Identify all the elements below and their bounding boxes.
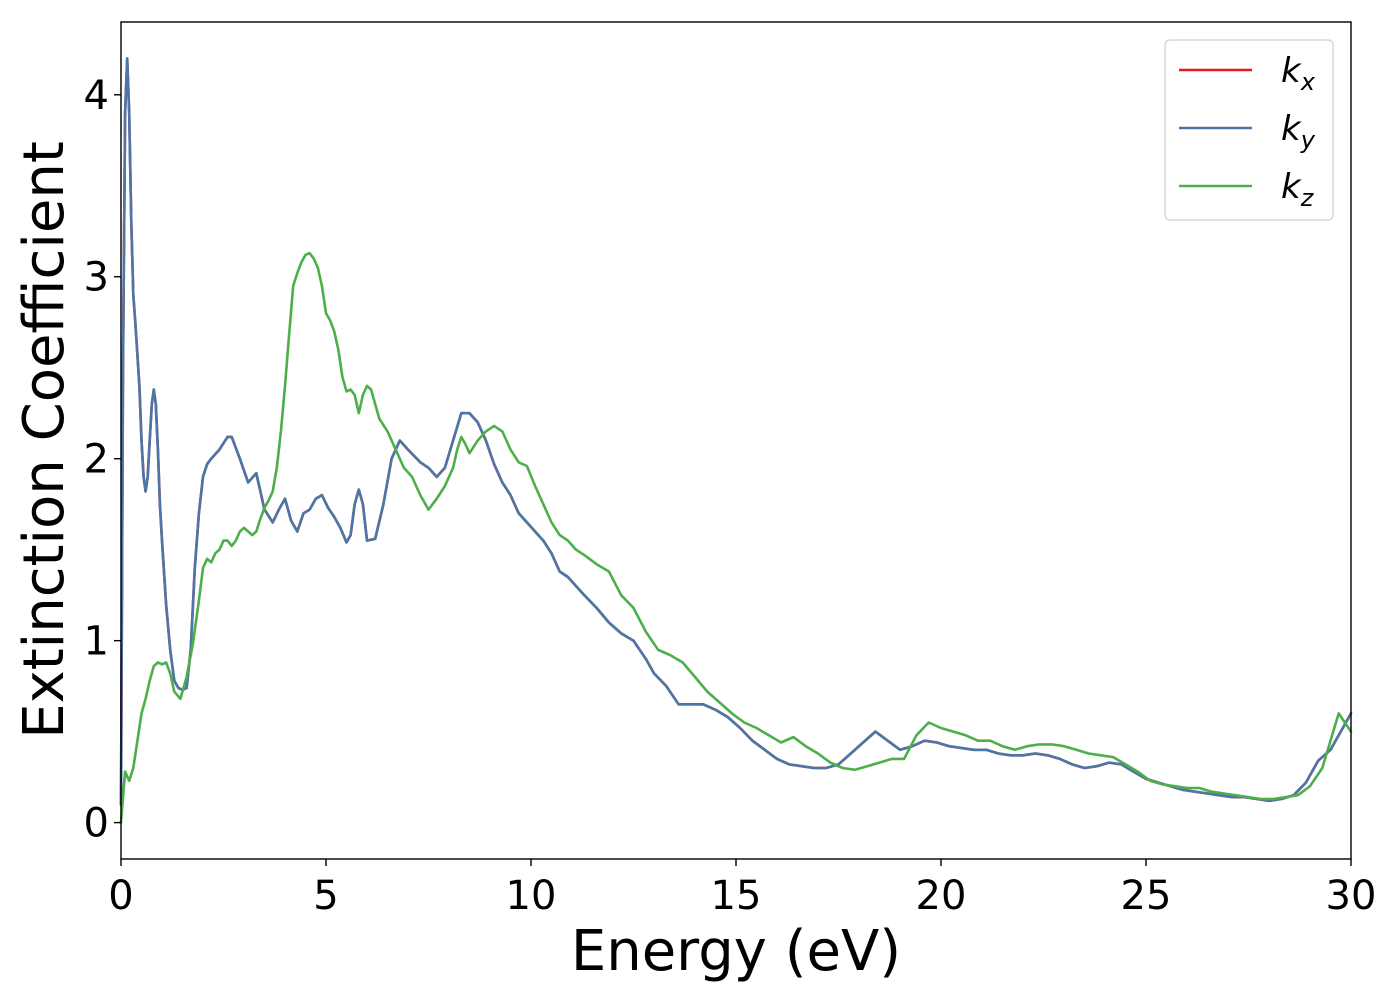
x-tick-label: 20 (916, 873, 967, 919)
y-tick-label: 0 (84, 801, 109, 847)
x-tick-label: 25 (1121, 873, 1172, 919)
y-tick-label: 2 (84, 437, 109, 483)
series-line-z (119, 251, 1353, 824)
y-axis-ticks: 0 1 2 3 4 (84, 73, 121, 847)
legend-label-x: kx (1281, 51, 1316, 96)
x-tick-label: 15 (711, 873, 762, 919)
y-axis-label: Extinction Coefficient (12, 141, 77, 739)
x-tick-label: 0 (108, 873, 133, 919)
y-tick-label: 4 (84, 73, 109, 119)
legend-box (1164, 39, 1334, 221)
legend-label-z: kz (1281, 167, 1315, 212)
x-axis-label: Energy (eV) (571, 919, 901, 984)
y-tick-label: 1 (84, 619, 109, 665)
x-tick-label: 30 (1326, 873, 1377, 919)
legend: kx ky kz (1164, 39, 1334, 221)
legend-label-y: ky (1281, 109, 1316, 154)
x-tick-label: 5 (313, 873, 338, 919)
series-layer (119, 57, 1353, 824)
y-tick-label: 3 (84, 255, 109, 301)
x-axis-ticks: 0 5 10 15 20 25 30 (108, 859, 1376, 919)
x-tick-label: 10 (506, 873, 557, 919)
